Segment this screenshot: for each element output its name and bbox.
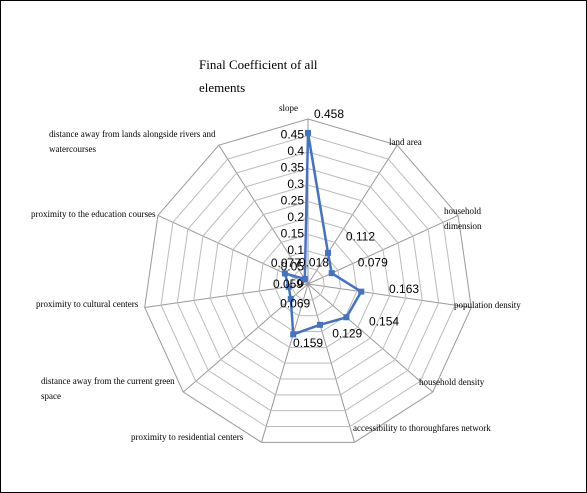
series-line [283,132,363,337]
grid-ring [225,200,391,364]
value-label: 0.154 [369,315,399,329]
r-tick-label: 0.1 [287,243,304,257]
category-label: proximity to the education courses [31,209,156,219]
r-tick-label: 0.3 [287,177,304,191]
r-tick-label: 0 [297,276,304,290]
marker [285,283,292,290]
value-label: 0.112 [346,229,375,243]
category-label: accessibility to thoroughfares network [353,423,491,433]
grid-ring [242,217,374,348]
marker [358,288,365,295]
category-label: proximity to residential centers [131,432,244,442]
grid-ring [209,184,407,380]
marker [301,276,308,283]
marker [328,270,335,277]
value-label: 0.163 [389,282,419,296]
r-tick-label: 0.15 [281,227,305,241]
category-label: distance away from lands alongside river… [49,129,216,154]
value-label: 0.059 [273,277,303,291]
grid-ring [193,167,423,396]
category-label: population density [454,300,521,310]
grid-ring [176,151,440,412]
r-tick-label: 0.05 [281,260,305,274]
value-label: 0.077 [271,256,301,270]
marker [343,314,350,321]
value-label: 0.129 [332,326,362,340]
marker [281,270,288,277]
category-label: household density [419,377,485,387]
r-tick-label: 0.45 [281,128,305,142]
value-label: 0.018 [299,255,329,269]
r-tick-label: 0.25 [281,194,305,208]
value-label: 0.458 [314,107,344,121]
marker [305,129,311,136]
category-label: slope [279,103,298,113]
value-label: 0.069 [280,296,310,310]
r-tick-label: 0.4 [287,144,304,158]
grid-ring [258,233,358,332]
marker [324,249,331,256]
grid-ring [274,250,342,317]
r-tick-label: 0.35 [281,161,305,175]
r-tick-label: 0.2 [287,210,304,224]
category-label: distance away from the current green spa… [41,376,175,401]
grid-ring [160,134,456,427]
category-label: household dimension [444,206,482,231]
category-label: land area [389,137,422,147]
marker [316,321,323,328]
value-label: 0.159 [293,336,323,350]
category-label: proximity to cultural centers [36,299,139,309]
value-label: 0.079 [358,256,388,270]
outer-ring [144,118,472,443]
marker [287,295,294,302]
chart-title: Final Coefficient of all elements [199,57,318,95]
marker [290,331,297,338]
